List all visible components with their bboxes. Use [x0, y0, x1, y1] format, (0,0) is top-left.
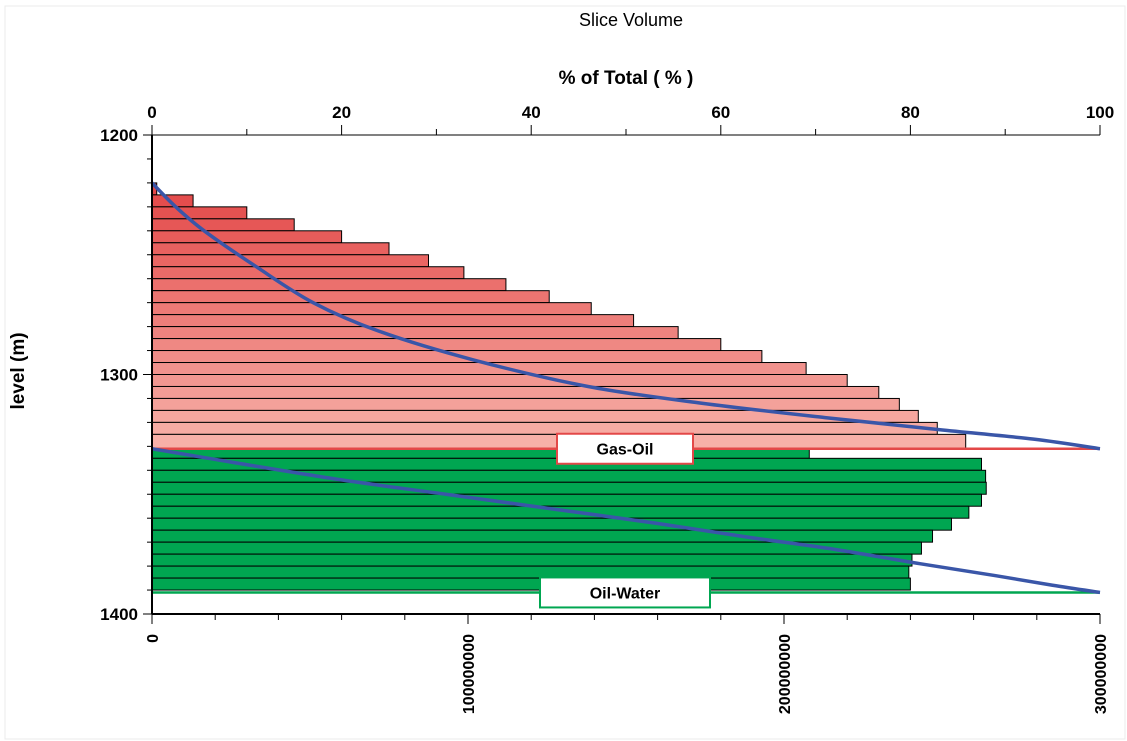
curves-layer: [150, 181, 1101, 595]
cumulative-curve: [151, 447, 1101, 595]
y-axis-title: level (m): [8, 332, 29, 409]
bars-layer: [151, 182, 987, 591]
gas-bar: [151, 362, 807, 375]
gas-bar: [151, 206, 248, 220]
contacts-layer: Gas-Oil Oil-Water: [152, 432, 1100, 609]
chart-title: Slice Volume: [579, 10, 683, 30]
bottom-tick-label: 300000000: [1093, 634, 1110, 714]
y-axis-ticks: 1200 1300 1400: [100, 126, 152, 624]
top-tick-label: 0: [147, 103, 156, 122]
oil-bar: [151, 469, 987, 483]
top-tick-label: 40: [522, 103, 541, 122]
oil-bar: [151, 517, 952, 531]
y-tick-label: 1400: [100, 605, 138, 624]
gas-bar: [151, 278, 507, 292]
y-tick-label: 1300: [100, 366, 138, 385]
top-tick-label: 20: [332, 103, 351, 122]
top-tick-label: 60: [711, 103, 730, 122]
cumulative-curve: [150, 181, 1101, 451]
gas-bar: [151, 385, 880, 399]
bottom-axis-ticks: 0 100000000 200000000 300000000: [145, 614, 1110, 714]
contact-label: Oil-Water: [590, 585, 661, 602]
oil-bar: [151, 448, 810, 459]
top-axis-ticks: 0 20 40 60 80 100: [147, 103, 1114, 135]
gas-bar: [151, 397, 900, 411]
bottom-tick-label: 200000000: [777, 634, 794, 714]
bottom-tick-label: 0: [145, 634, 162, 643]
oil-bar: [151, 577, 911, 591]
oil-bar: [151, 505, 970, 519]
top-axis-title: % of Total ( % ): [559, 68, 694, 89]
top-tick-label: 80: [901, 103, 920, 122]
oil-bar: [151, 565, 910, 579]
contact-label-box: [539, 576, 711, 609]
oil-bar: [151, 481, 987, 495]
bottom-tick-label: 100000000: [461, 634, 478, 714]
gas-bar: [151, 266, 465, 280]
gas-bar: [151, 421, 938, 435]
gas-bar: [151, 374, 848, 387]
gas-bar: [151, 302, 592, 316]
gas-bar: [151, 254, 429, 268]
contact-label-box: [556, 432, 694, 465]
gas-bar: [151, 314, 635, 328]
contact-label: Gas-Oil: [597, 442, 654, 459]
gas-bar: [151, 230, 343, 244]
y-tick-label: 1200: [100, 126, 138, 145]
oil-bar: [151, 493, 982, 507]
top-tick-label: 100: [1086, 103, 1114, 122]
gas-bar: [151, 242, 390, 256]
oil-bar: [151, 529, 934, 543]
gas-bar: [151, 290, 550, 304]
oil-bar: [151, 553, 913, 567]
gas-bar: [151, 326, 679, 340]
gas-bar: [151, 218, 295, 232]
